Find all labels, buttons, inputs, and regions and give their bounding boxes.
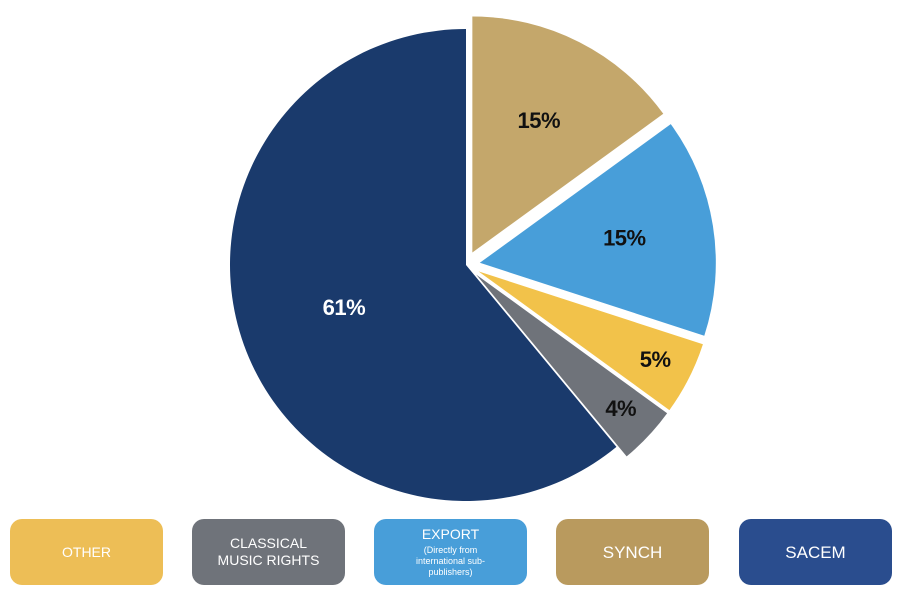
pie-slice-label-synch: 15% bbox=[518, 108, 561, 133]
pie-slices bbox=[229, 16, 716, 501]
pie-slice-classical-music-rights bbox=[476, 274, 668, 457]
legend-label: SACEM bbox=[785, 542, 846, 562]
pie-chart: 15% 15% 5%4% 61% bbox=[229, 16, 716, 501]
legend-sublabel: (Directly from international sub-publish… bbox=[415, 545, 486, 577]
legend-item-other: OTHER bbox=[10, 519, 163, 585]
legend-item-synch: SYNCH bbox=[556, 519, 709, 585]
legend-label: CLASSICAL MUSIC RIGHTS bbox=[217, 535, 320, 568]
legend-item-export: EXPORT (Directly from international sub-… bbox=[374, 519, 527, 585]
pie-slice-label-other: 5% bbox=[640, 347, 671, 372]
legend-label: SYNCH bbox=[602, 542, 663, 562]
legend: OTHER CLASSICAL MUSIC RIGHTS EXPORT (Dir… bbox=[0, 519, 904, 585]
legend-label: EXPORT bbox=[421, 526, 480, 542]
legend-item-classical-music-rights: CLASSICAL MUSIC RIGHTS bbox=[192, 519, 345, 585]
pie-slice-label-sacem: 61% bbox=[323, 295, 366, 320]
legend-item-sacem: SACEM bbox=[739, 519, 892, 585]
pie-slice-label-export: 15% bbox=[603, 226, 646, 251]
pie-slice-other bbox=[478, 271, 703, 411]
pie-slice-synch bbox=[472, 16, 664, 253]
pie-slice-sacem bbox=[229, 29, 617, 501]
pie-slice-labels: 15% 15% 5%4% 61% bbox=[323, 108, 671, 421]
legend-label: OTHER bbox=[62, 543, 111, 560]
pie-slice-label-classical-music-rights: 4% bbox=[605, 396, 636, 421]
pie-slice-export bbox=[479, 124, 716, 336]
